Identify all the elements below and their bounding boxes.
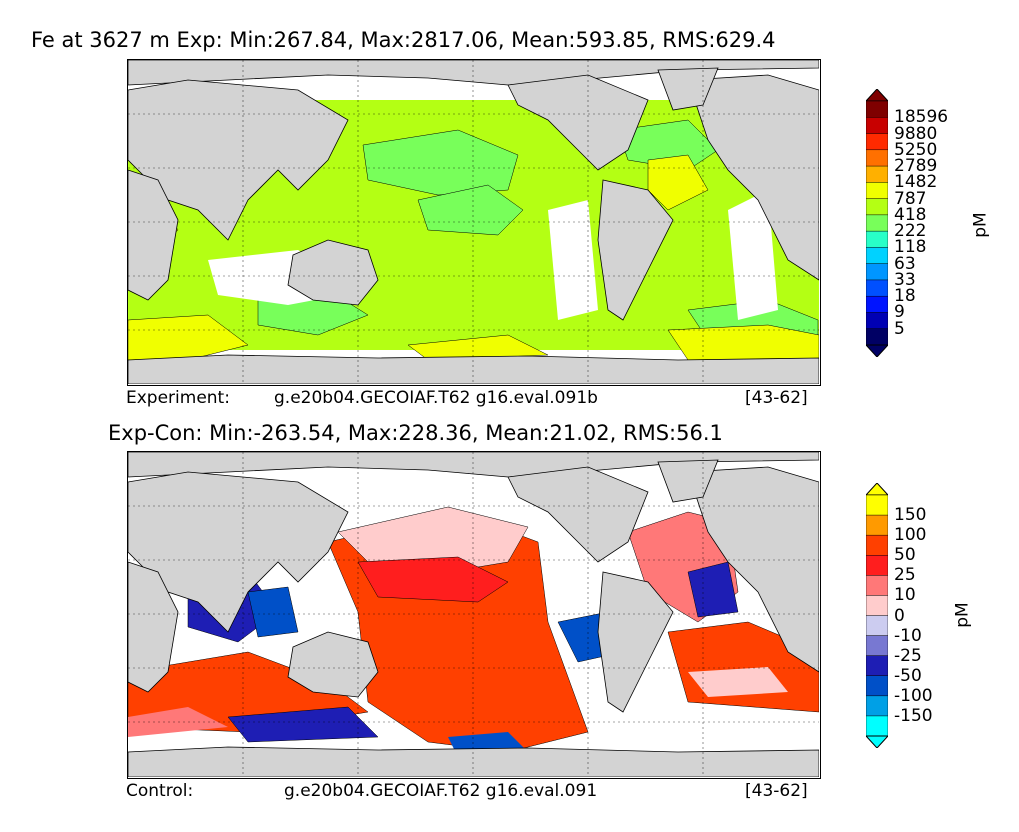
top-colorbar-segment (865, 312, 889, 330)
bottom-colorbar-label: -10 (894, 625, 922, 646)
bottom-colorbar (864, 482, 890, 749)
top-colorbar-segment (865, 230, 889, 249)
top-colorbar-label: 222 (894, 221, 927, 242)
top-colorbar-label: 1482 (894, 172, 938, 193)
top-colorbar-segment (865, 198, 889, 216)
top-colorbar-segment (865, 247, 889, 265)
top-colorbar-max-arrow (864, 88, 890, 102)
top-footer-right: [43-62] (745, 388, 808, 408)
top-colorbar-label: 5 (894, 318, 905, 339)
bottom-colorbar-label: -25 (894, 645, 922, 666)
top-colorbar-segment (865, 279, 889, 297)
bottom-colorbar-segment (865, 695, 889, 717)
top-colorbar-label: 18596 (894, 107, 949, 128)
bottom-colorbar-label: -100 (894, 685, 933, 706)
bottom-colorbar-unit: pM (952, 602, 973, 628)
top-colorbar-segment (865, 214, 889, 232)
top-colorbar-segment (865, 117, 889, 135)
top-colorbar-label: 33 (894, 269, 916, 290)
top-colorbar-min-arrow (864, 344, 890, 358)
top-colorbar-label: 787 (894, 188, 927, 209)
bottom-colorbar-segment (865, 595, 889, 617)
bottom-colorbar-label: 25 (894, 565, 916, 586)
top-colorbar-segment (865, 133, 889, 151)
bottom-colorbar-segment (865, 494, 889, 516)
bottom-colorbar-label: -50 (894, 665, 922, 686)
bottom-colorbar-segment (865, 534, 889, 557)
bottom-footer-left: Control: (126, 781, 194, 801)
top-colorbar-label: 2789 (894, 156, 938, 177)
bottom-colorbar-segment (865, 575, 889, 597)
top-colorbar-label: 5250 (894, 139, 938, 160)
top-colorbar (864, 88, 890, 358)
bottom-colorbar-label: -150 (894, 705, 933, 726)
bottom-colorbar-segment (865, 675, 889, 697)
bottom-colorbar-label: 10 (894, 585, 916, 606)
bottom-colorbar-label: 0 (894, 605, 905, 626)
bottom-panel-title: Exp-Con: Min:-263.54, Max:228.36, Mean:2… (108, 421, 723, 445)
top-colorbar-segment (865, 182, 889, 200)
top-colorbar-label: 418 (894, 204, 927, 225)
top-colorbar-unit: pM (970, 212, 991, 238)
top-footer-left: Experiment: (126, 388, 230, 408)
top-colorbar-segment (865, 149, 889, 167)
top-panel-title: Fe at 3627 m Exp: Min:267.84, Max:2817.0… (31, 28, 776, 52)
bottom-colorbar-segment (865, 655, 889, 677)
top-colorbar-label: 9 (894, 302, 905, 323)
top-footer-center: g.e20b04.GECOIAF.T62 g16.eval.091b (274, 388, 598, 408)
bottom-footer-right: [43-62] (745, 781, 808, 801)
bottom-colorbar-label: 50 (894, 545, 916, 566)
top-colorbar-segment (865, 100, 889, 119)
bottom-colorbar-label: 100 (894, 525, 927, 546)
bottom-colorbar-segment (865, 715, 889, 737)
bottom-footer-center: g.e20b04.GECOIAF.T62 g16.eval.091 (284, 781, 598, 801)
bottom-colorbar-max-arrow (864, 482, 890, 496)
top-colorbar-label: 63 (894, 253, 916, 274)
bottom-colorbar-segment (865, 555, 889, 577)
top-colorbar-segment (865, 263, 889, 281)
bottom-colorbar-segment (865, 635, 889, 657)
top-colorbar-label: 9880 (894, 123, 938, 144)
top-colorbar-label: 118 (894, 237, 927, 258)
top-colorbar-segment (865, 295, 889, 314)
top-colorbar-segment (865, 328, 889, 346)
bottom-colorbar-segment (865, 615, 889, 637)
top-colorbar-segment (865, 165, 889, 184)
bottom-colorbar-label: 150 (894, 505, 927, 526)
bottom-colorbar-segment (865, 514, 889, 536)
top-map[interactable] (127, 59, 821, 386)
top-colorbar-label: 18 (894, 286, 916, 307)
bottom-map[interactable] (127, 451, 821, 779)
bottom-colorbar-min-arrow (864, 735, 890, 749)
